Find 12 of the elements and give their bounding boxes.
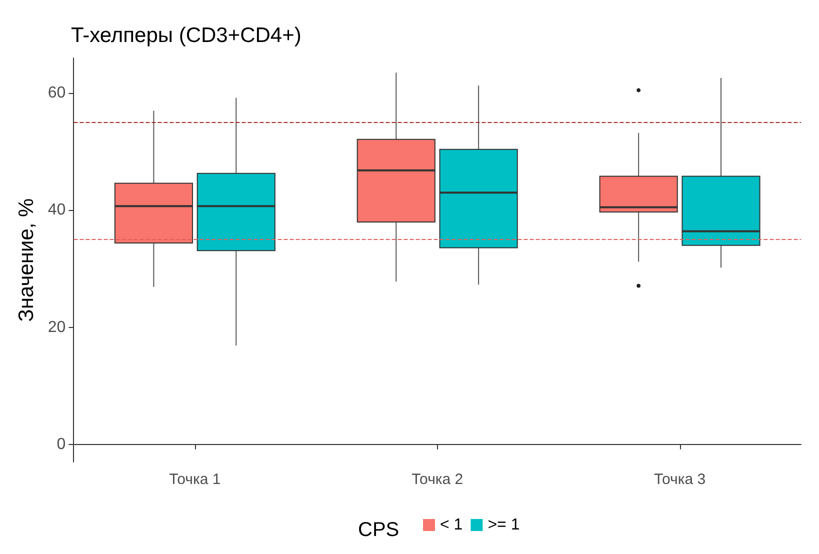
x-tick-label: Точка 3 xyxy=(654,471,706,488)
legend-label: < 1 xyxy=(440,516,463,534)
y-tick-label: 20 xyxy=(48,318,66,336)
y-tick-label: 60 xyxy=(48,84,66,102)
y-tick-label: 40 xyxy=(48,202,66,219)
legend-title: CPS xyxy=(358,519,400,541)
y-tick-label: 0 xyxy=(56,436,66,453)
x-tick-label: Точка 2 xyxy=(412,471,464,488)
y-axis-title: Значение, % xyxy=(15,198,38,322)
legend-label: >= 1 xyxy=(488,516,520,534)
chart-title: T-хелперы (CD3+CD4+) xyxy=(71,24,302,47)
x-tick-label: Точка 1 xyxy=(169,471,221,488)
